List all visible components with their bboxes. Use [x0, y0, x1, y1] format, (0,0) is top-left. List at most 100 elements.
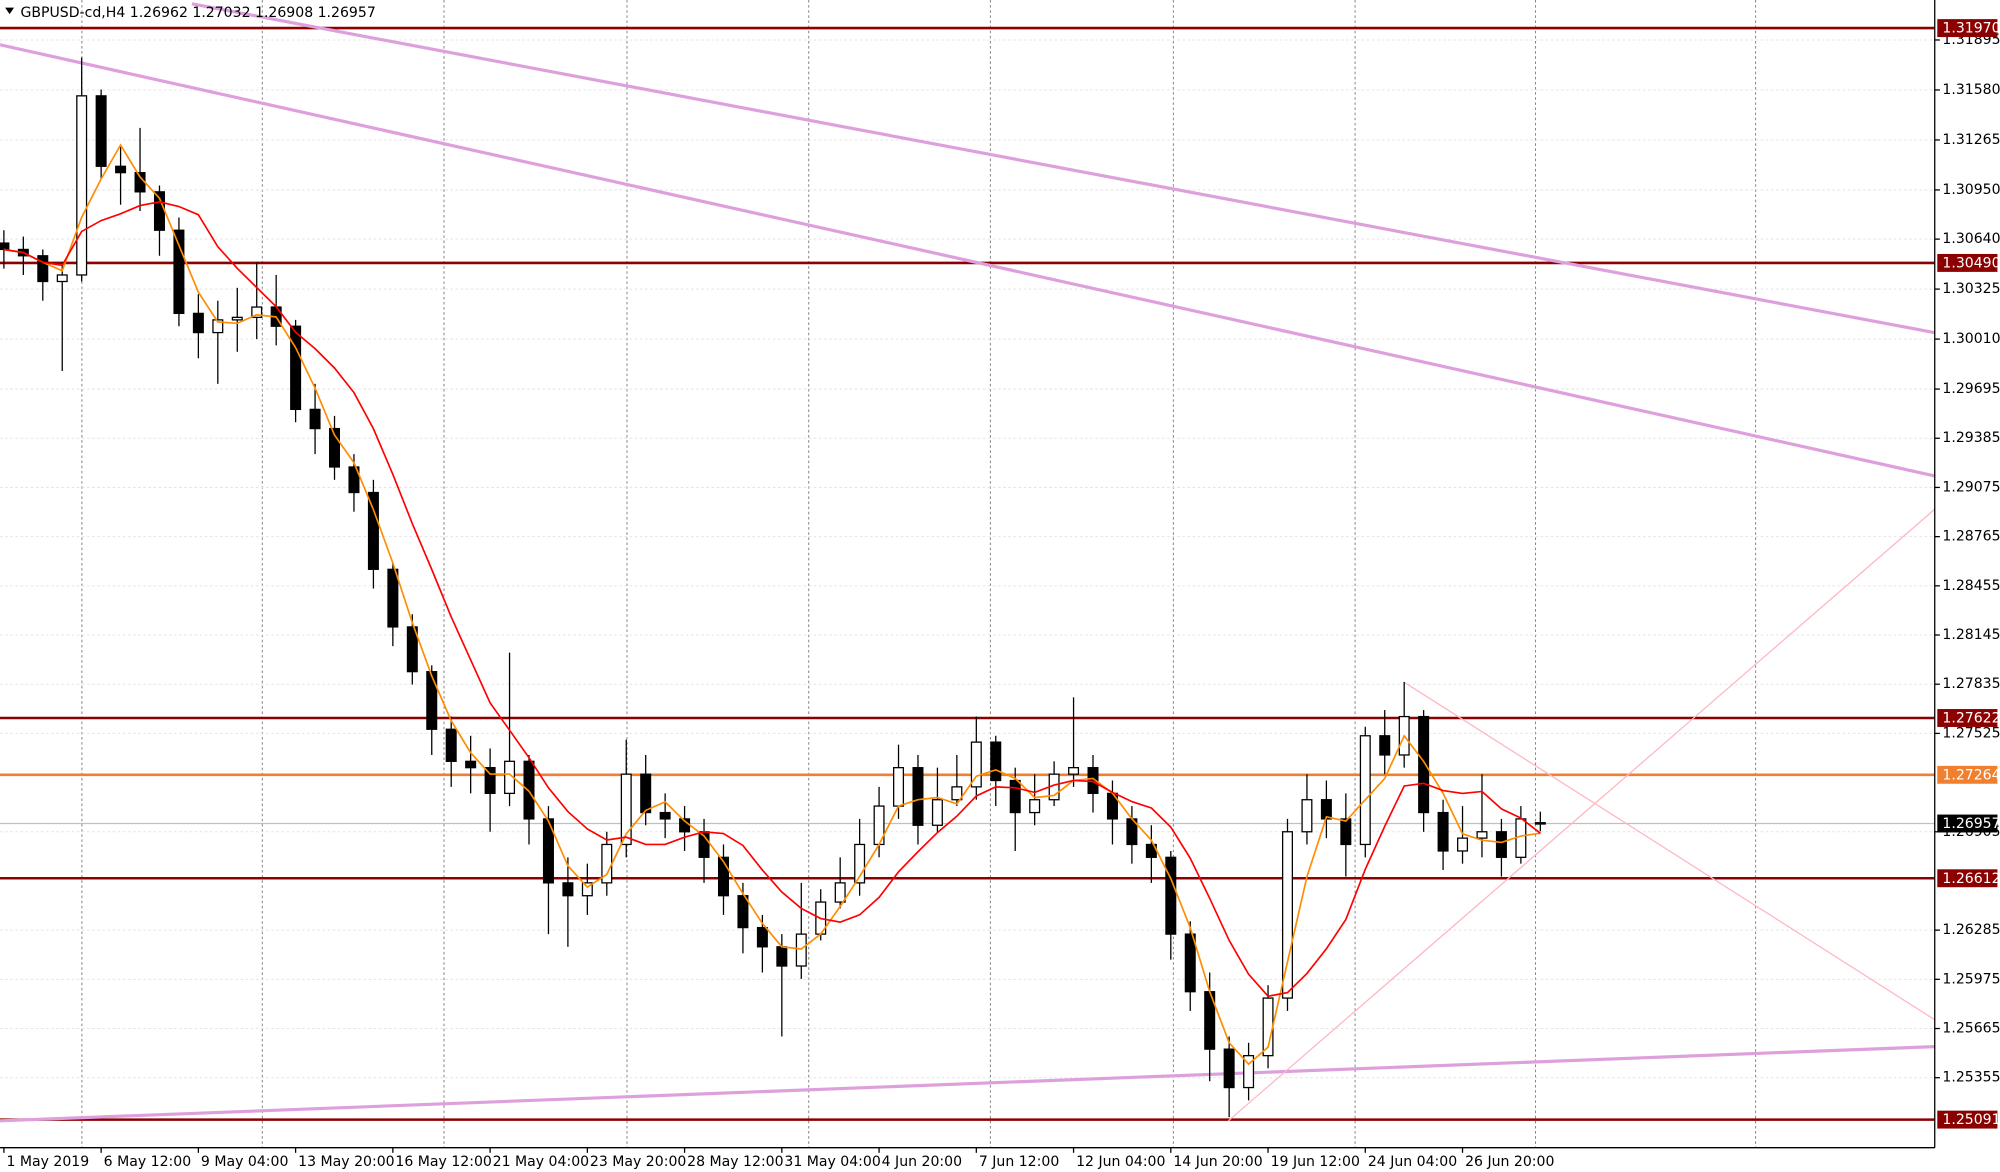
time-axis	[0, 1147, 2000, 1172]
trend-line	[1227, 508, 1936, 1122]
candle-body	[484, 767, 496, 795]
y-tick-label: 1.29075	[1942, 479, 2000, 495]
price-level-label: 1.25091	[1942, 1112, 2000, 1128]
candle-body	[426, 671, 438, 730]
candle-body	[854, 843, 866, 884]
candle-body	[1359, 735, 1371, 846]
menu-arrow	[5, 7, 15, 15]
price-level-label: 1.31970	[1942, 21, 2000, 37]
x-tick-label: 12 Jun 04:00	[1076, 1154, 1165, 1170]
x-tick-label: 6 May 12:00	[104, 1154, 192, 1170]
x-tick-label: 26 Jun 20:00	[1465, 1154, 1554, 1170]
y-tick-label: 1.28145	[1942, 627, 2000, 643]
candle-body	[173, 229, 185, 315]
candle-body	[620, 773, 632, 846]
candle-body	[1301, 799, 1313, 833]
axes-labels: 1.318951.315801.312651.309501.306401.303…	[3, 19, 2000, 1170]
candle-body	[406, 626, 418, 673]
candle-body	[893, 767, 905, 807]
x-tick-label: 19 Jun 12:00	[1271, 1154, 1360, 1170]
price-level-tag	[1937, 765, 1998, 784]
levels	[0, 26, 1935, 1121]
price-level-tag	[1937, 1110, 1998, 1129]
candle-body	[659, 811, 671, 820]
candle-body	[1009, 779, 1021, 814]
candle-body	[37, 255, 49, 283]
x-tick-label: 9 May 04:00	[201, 1154, 289, 1170]
slow-moving-average	[3, 201, 1541, 998]
x-tick-label: 23 May 20:00	[590, 1154, 686, 1170]
current-price-label: 1.26957	[1942, 816, 2000, 832]
y-tick-label: 1.30640	[1942, 231, 2000, 247]
candle-body	[776, 946, 788, 967]
candle-body	[970, 741, 982, 788]
chart-title: GBPUSD-cd,H4 1.26962 1.27032 1.26908 1.2…	[20, 5, 375, 21]
candle-body	[1418, 715, 1430, 814]
x-tick-label: 13 May 20:00	[298, 1154, 394, 1170]
price-level-label: 1.27622	[1942, 711, 2000, 727]
candle-body	[523, 760, 535, 820]
candle-body	[951, 786, 963, 801]
candle-body	[445, 728, 457, 762]
candle-body	[348, 466, 360, 494]
candle-body	[251, 306, 263, 318]
x-tick-label: 28 May 12:00	[687, 1154, 783, 1170]
y-tick-label: 1.25665	[1942, 1021, 2000, 1037]
candle-body	[76, 95, 88, 276]
candle-body	[1457, 837, 1469, 852]
x-tick-label: 4 Jun 20:00	[882, 1154, 962, 1170]
candle-body	[115, 165, 127, 174]
candle-body	[1476, 831, 1488, 839]
trend-line	[191, 2, 1936, 335]
candle-body	[290, 325, 302, 411]
candle-body	[542, 818, 554, 884]
y-tick-label: 1.25975	[1942, 971, 2000, 987]
candle-body	[309, 408, 321, 430]
candle-body	[1223, 1048, 1235, 1089]
candle-body	[1281, 831, 1293, 999]
grid	[0, 39, 1935, 1079]
moving-averages	[3, 143, 1541, 1066]
candle-body	[1184, 933, 1196, 993]
y-tick-label: 1.29695	[1942, 381, 2000, 397]
candle-body	[0, 242, 10, 251]
candle-body	[95, 95, 107, 167]
candles	[0, 57, 1546, 1118]
y-tick-label: 1.30010	[1942, 331, 2000, 347]
candle-body	[387, 568, 399, 628]
x-tick-label: 21 May 04:00	[493, 1154, 589, 1170]
price-level-label: 1.27264	[1942, 767, 2000, 783]
candle-body	[1165, 856, 1177, 935]
candle-body	[465, 760, 477, 769]
candle-body	[1437, 811, 1449, 852]
x-tick-label: 7 Jun 12:00	[979, 1154, 1059, 1170]
x-tick-label: 14 Jun 20:00	[1173, 1154, 1262, 1170]
candle-body	[834, 882, 846, 903]
candle-body	[1029, 799, 1041, 814]
candle-body	[1243, 1055, 1255, 1089]
price-level-tag	[1937, 709, 1998, 727]
candle-body	[367, 491, 379, 570]
x-tick-label: 16 May 12:00	[395, 1154, 491, 1170]
fast-moving-average	[3, 143, 1541, 1066]
trend-line	[1403, 681, 1936, 1021]
candle-body	[912, 767, 924, 826]
price-level-tag	[1937, 19, 1998, 38]
y-tick-label: 1.28765	[1942, 529, 2000, 545]
price-level-label: 1.30490	[1942, 256, 2000, 272]
y-tick-label: 1.27525	[1942, 725, 2000, 741]
y-tick-label: 1.27835	[1942, 676, 2000, 692]
candle-body	[990, 741, 1002, 782]
y-tick-label: 1.30950	[1942, 182, 2000, 198]
y-tick-label: 1.25355	[1942, 1070, 2000, 1086]
candle-body	[192, 312, 204, 334]
price-level-label: 1.26612	[1942, 871, 2000, 887]
candle-body	[1340, 818, 1352, 846]
candle-body	[717, 856, 729, 897]
x-tick-label: 31 May 04:00	[784, 1154, 880, 1170]
candle-body	[737, 895, 749, 929]
candle-body	[795, 933, 807, 967]
price-axis	[1934, 0, 2000, 1172]
candle-body	[562, 882, 574, 897]
